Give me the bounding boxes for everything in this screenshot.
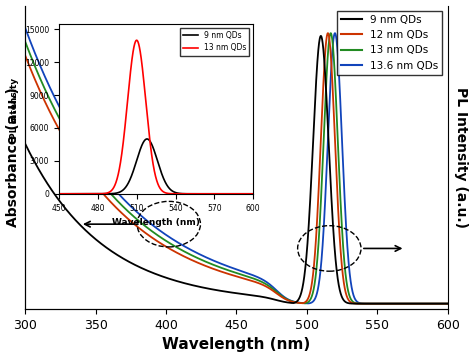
Legend: 9 nm QDs, 12 nm QDs, 13 nm QDs, 13.6 nm QDs: 9 nm QDs, 12 nm QDs, 13 nm QDs, 13.6 nm … (337, 11, 442, 75)
Y-axis label: Absorbance (a.u.): Absorbance (a.u.) (6, 87, 19, 227)
X-axis label: Wavelength (nm): Wavelength (nm) (162, 338, 310, 352)
Y-axis label: PL Intensity (a.u.): PL Intensity (a.u.) (455, 87, 468, 228)
